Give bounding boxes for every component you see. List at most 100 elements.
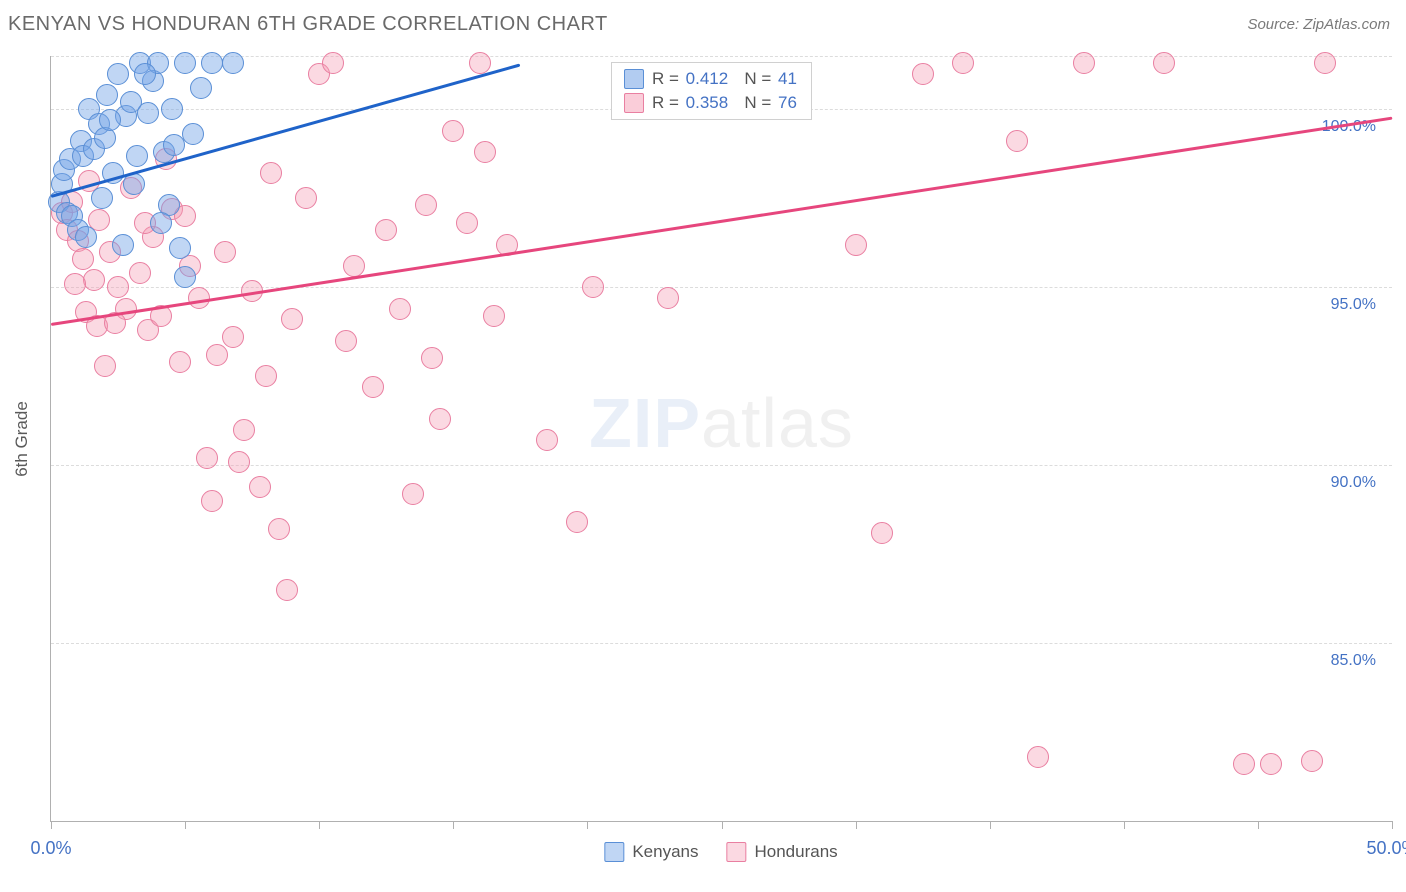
swatch-icon <box>624 93 644 113</box>
plot-container: 6th Grade ZIPatlas 85.0%90.0%95.0%100.0%… <box>50 56 1392 822</box>
data-point <box>845 234 867 256</box>
data-point <box>214 241 236 263</box>
data-point <box>83 269 105 291</box>
data-point <box>222 326 244 348</box>
data-point <box>1233 753 1255 775</box>
data-point <box>75 226 97 248</box>
grid-line <box>51 56 1392 57</box>
data-point <box>415 194 437 216</box>
data-point <box>94 355 116 377</box>
data-point <box>206 344 228 366</box>
data-point <box>1027 746 1049 768</box>
data-point <box>233 419 255 441</box>
y-tick-label: 85.0% <box>1327 652 1380 670</box>
data-point <box>657 287 679 309</box>
data-point <box>249 476 271 498</box>
x-tick <box>51 821 52 829</box>
x-tick <box>1392 821 1393 829</box>
x-tick-label: 0.0% <box>30 838 71 859</box>
data-point <box>96 84 118 106</box>
x-tick <box>990 821 991 829</box>
legend-stats-row: R = 0.412 N = 41 <box>624 69 799 89</box>
data-point <box>322 52 344 74</box>
data-point <box>421 347 443 369</box>
data-point <box>201 52 223 74</box>
y-tick-label: 95.0% <box>1327 296 1380 314</box>
data-point <box>1314 52 1336 74</box>
data-point <box>228 451 250 473</box>
x-tick <box>1124 821 1125 829</box>
legend-item-hondurans: Hondurans <box>727 842 838 862</box>
legend-label: Kenyans <box>632 842 698 862</box>
x-tick <box>1258 821 1259 829</box>
data-point <box>161 98 183 120</box>
data-point <box>566 511 588 533</box>
data-point <box>375 219 397 241</box>
y-axis-title: 6th Grade <box>12 401 32 477</box>
plot-area: ZIPatlas 85.0%90.0%95.0%100.0%0.0%50.0%R… <box>50 56 1392 822</box>
legend-stats-text: R = 0.412 N = 41 <box>652 69 799 89</box>
x-tick <box>185 821 186 829</box>
data-point <box>137 102 159 124</box>
legend-label: Hondurans <box>755 842 838 862</box>
data-point <box>260 162 282 184</box>
data-point <box>222 52 244 74</box>
legend-stats-row: R = 0.358 N = 76 <box>624 93 799 113</box>
data-point <box>91 187 113 209</box>
data-point <box>255 365 277 387</box>
data-point <box>99 109 121 131</box>
data-point <box>1301 750 1323 772</box>
data-point <box>72 248 94 270</box>
data-point <box>107 276 129 298</box>
data-point <box>196 447 218 469</box>
x-tick <box>453 821 454 829</box>
data-point <box>469 52 491 74</box>
data-point <box>268 518 290 540</box>
data-point <box>343 255 365 277</box>
data-point <box>335 330 357 352</box>
data-point <box>362 376 384 398</box>
swatch-kenyans <box>604 842 624 862</box>
data-point <box>174 52 196 74</box>
data-point <box>536 429 558 451</box>
data-point <box>952 52 974 74</box>
swatch-icon <box>624 69 644 89</box>
data-point <box>64 273 86 295</box>
data-point <box>182 123 204 145</box>
y-tick-label: 90.0% <box>1327 474 1380 492</box>
data-point <box>276 579 298 601</box>
data-point <box>1006 130 1028 152</box>
legend-stats-text: R = 0.358 N = 76 <box>652 93 799 113</box>
data-point <box>1153 52 1175 74</box>
data-point <box>190 77 212 99</box>
x-tick-label: 50.0% <box>1366 838 1406 859</box>
swatch-hondurans <box>727 842 747 862</box>
data-point <box>126 145 148 167</box>
watermark: ZIPatlas <box>589 383 854 463</box>
trend-line <box>51 117 1392 326</box>
chart-source: Source: ZipAtlas.com <box>1247 16 1390 33</box>
data-point <box>134 63 156 85</box>
data-point <box>169 351 191 373</box>
data-point <box>456 212 478 234</box>
data-point <box>402 483 424 505</box>
data-point <box>429 408 451 430</box>
grid-line <box>51 465 1392 466</box>
data-point <box>174 266 196 288</box>
data-point <box>912 63 934 85</box>
data-point <box>483 305 505 327</box>
watermark-strong: ZIP <box>589 384 701 462</box>
grid-line <box>51 643 1392 644</box>
chart-header: KENYAN VS HONDURAN 6TH GRADE CORRELATION… <box>0 0 1406 48</box>
data-point <box>150 212 172 234</box>
data-point <box>474 141 496 163</box>
data-point <box>169 237 191 259</box>
chart-title: KENYAN VS HONDURAN 6TH GRADE CORRELATION… <box>8 13 608 36</box>
data-point <box>281 308 303 330</box>
x-tick <box>319 821 320 829</box>
x-tick <box>722 821 723 829</box>
x-tick <box>856 821 857 829</box>
x-tick <box>587 821 588 829</box>
data-point <box>1260 753 1282 775</box>
data-point <box>442 120 464 142</box>
